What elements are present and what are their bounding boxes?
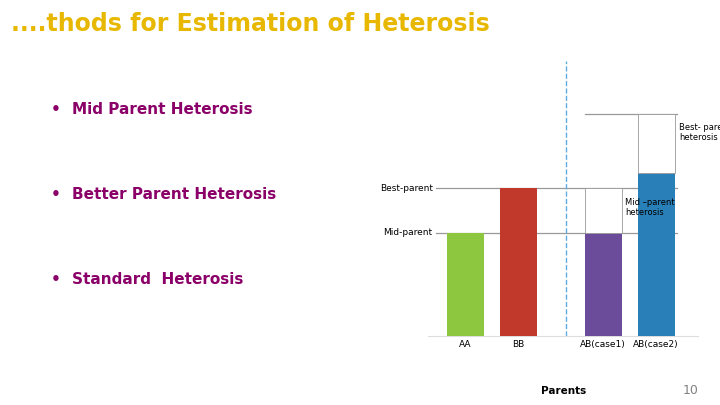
Text: Mid Parent Heterosis: Mid Parent Heterosis (72, 102, 253, 117)
Text: Best-parent: Best-parent (379, 183, 433, 193)
Text: Parents: Parents (541, 386, 586, 396)
Bar (500, 188, 537, 336)
Text: ....thods for Estimation of Heterosis: ....thods for Estimation of Heterosis (11, 12, 490, 36)
Text: Mid-parent: Mid-parent (384, 228, 433, 237)
Bar (447, 232, 484, 336)
Bar (637, 173, 675, 336)
Bar (585, 188, 621, 232)
Text: Standard  Heterosis: Standard Heterosis (72, 272, 243, 287)
Text: •: • (50, 272, 60, 287)
Text: •: • (50, 102, 60, 117)
Text: Mid –parent
heterosis: Mid –parent heterosis (626, 198, 675, 217)
Bar (585, 232, 621, 336)
Text: 10: 10 (683, 384, 698, 397)
Text: Better Parent Heterosis: Better Parent Heterosis (72, 187, 276, 202)
Text: •: • (50, 187, 60, 202)
Bar (637, 114, 675, 173)
Text: Best- parent
heterosis: Best- parent heterosis (679, 123, 720, 142)
